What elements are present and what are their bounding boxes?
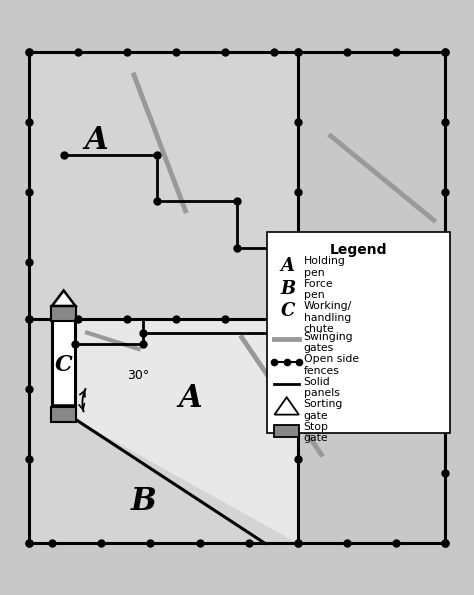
Text: C: C	[281, 302, 295, 320]
Text: Swinging
gates: Swinging gates	[303, 331, 353, 353]
Text: Force
pen: Force pen	[303, 279, 333, 300]
Polygon shape	[28, 52, 298, 318]
Bar	[52, 306, 76, 321]
Text: C: C	[55, 355, 73, 377]
Text: A: A	[281, 257, 295, 275]
Text: Solid
panels: Solid panels	[303, 377, 339, 398]
Polygon shape	[75, 318, 298, 543]
Text: Holding
pen: Holding pen	[303, 256, 346, 278]
Bar	[52, 315, 75, 405]
Text: Open side
fences: Open side fences	[303, 354, 359, 376]
Bar	[52, 406, 76, 422]
Text: A: A	[178, 383, 202, 414]
Bar	[274, 425, 299, 437]
Text: 30°: 30°	[127, 369, 149, 382]
Text: Stop
gate: Stop gate	[303, 422, 328, 443]
Polygon shape	[28, 318, 298, 543]
Text: Legend: Legend	[330, 243, 388, 256]
Polygon shape	[274, 397, 299, 415]
FancyBboxPatch shape	[267, 232, 450, 433]
Text: A: A	[85, 125, 108, 156]
Polygon shape	[52, 290, 75, 306]
Text: B: B	[130, 486, 156, 517]
Text: Sorting
gate: Sorting gate	[303, 399, 343, 421]
Text: Working/
handling
chute: Working/ handling chute	[303, 301, 352, 334]
Text: B: B	[280, 280, 295, 298]
